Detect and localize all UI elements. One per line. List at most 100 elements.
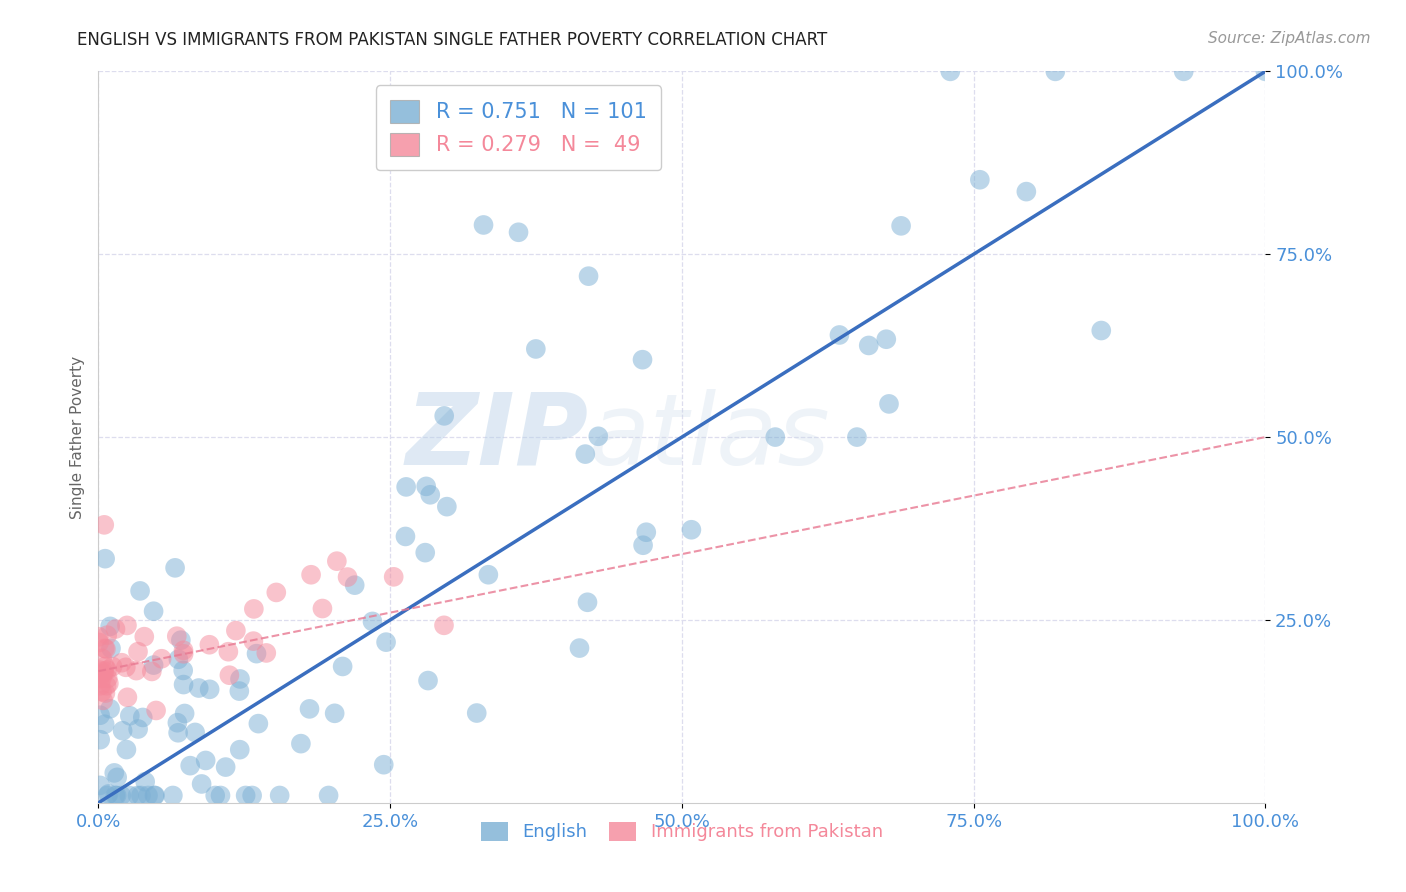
Point [254, 646, 277, 660]
Point [298, 702, 321, 716]
Point [326, 554, 349, 568]
Point [94, 551, 117, 566]
Point [229, 672, 252, 686]
Point [198, 638, 221, 652]
Point [1015, 185, 1038, 199]
Point [96, 663, 118, 677]
Point [94, 641, 117, 656]
Point [939, 64, 962, 78]
Point [194, 754, 217, 768]
Point [167, 725, 190, 739]
Point [173, 677, 195, 691]
Point [87, 635, 110, 649]
Point [266, 585, 288, 599]
Point [172, 664, 194, 678]
Point [1254, 64, 1277, 78]
Point [247, 716, 270, 731]
Point [89, 732, 111, 747]
Point [101, 659, 124, 673]
Point [134, 774, 156, 789]
Point [179, 758, 201, 772]
Point [104, 789, 127, 803]
Point [433, 618, 456, 632]
Point [198, 682, 221, 697]
Point [91, 685, 114, 699]
Point [105, 789, 128, 803]
Point [568, 641, 591, 656]
Point [98, 702, 121, 716]
Text: ZIP: ZIP [405, 389, 589, 485]
Point [127, 789, 149, 803]
Point [1045, 64, 1067, 78]
Point [1173, 64, 1195, 78]
Point [129, 583, 152, 598]
Point [225, 624, 247, 638]
Point [588, 429, 610, 443]
Point [235, 789, 257, 803]
Point [508, 225, 530, 239]
Point [465, 706, 488, 720]
Point [162, 789, 184, 803]
Point [877, 397, 900, 411]
Point [173, 706, 195, 721]
Point [111, 656, 134, 670]
Point [142, 604, 165, 618]
Point [416, 673, 439, 688]
Point [173, 643, 195, 657]
Point [134, 630, 156, 644]
Point [631, 352, 654, 367]
Point [94, 642, 117, 657]
Point [96, 679, 118, 693]
Point [477, 567, 499, 582]
Point [100, 641, 122, 656]
Point [636, 525, 658, 540]
Point [578, 269, 600, 284]
Point [127, 645, 149, 659]
Point [98, 619, 121, 633]
Point [574, 447, 596, 461]
Point [269, 789, 291, 803]
Point [299, 567, 322, 582]
Point [187, 681, 209, 695]
Point [361, 615, 384, 629]
Point [118, 708, 141, 723]
Point [110, 789, 132, 803]
Point [90, 672, 112, 686]
Point [97, 787, 120, 801]
Point [858, 338, 880, 352]
Point [117, 690, 139, 705]
Point [87, 630, 110, 644]
Text: atlas: atlas [589, 389, 830, 485]
Text: Source: ZipAtlas.com: Source: ZipAtlas.com [1208, 31, 1371, 46]
Point [969, 173, 991, 187]
Point [93, 517, 115, 532]
Point [1090, 324, 1112, 338]
Point [114, 660, 136, 674]
Point [846, 430, 869, 444]
Point [93, 666, 115, 681]
Y-axis label: Single Father Poverty: Single Father Poverty [69, 356, 84, 518]
Point [243, 602, 266, 616]
Point [413, 546, 436, 560]
Point [136, 789, 159, 803]
Point [242, 634, 264, 648]
Point [681, 523, 703, 537]
Point [318, 789, 340, 803]
Point [89, 663, 111, 677]
Point [173, 647, 195, 661]
Point [209, 789, 232, 803]
Point [97, 676, 120, 690]
Point [290, 737, 312, 751]
Point [105, 770, 128, 784]
Point [419, 488, 441, 502]
Point [89, 708, 111, 723]
Point [373, 757, 395, 772]
Point [204, 789, 226, 803]
Point [90, 679, 112, 693]
Text: ENGLISH VS IMMIGRANTS FROM PAKISTAN SINGLE FATHER POVERTY CORRELATION CHART: ENGLISH VS IMMIGRANTS FROM PAKISTAN SING… [77, 31, 828, 49]
Point [96, 789, 118, 803]
Point [93, 717, 115, 731]
Point [415, 479, 437, 493]
Point [89, 778, 111, 792]
Point [91, 651, 114, 665]
